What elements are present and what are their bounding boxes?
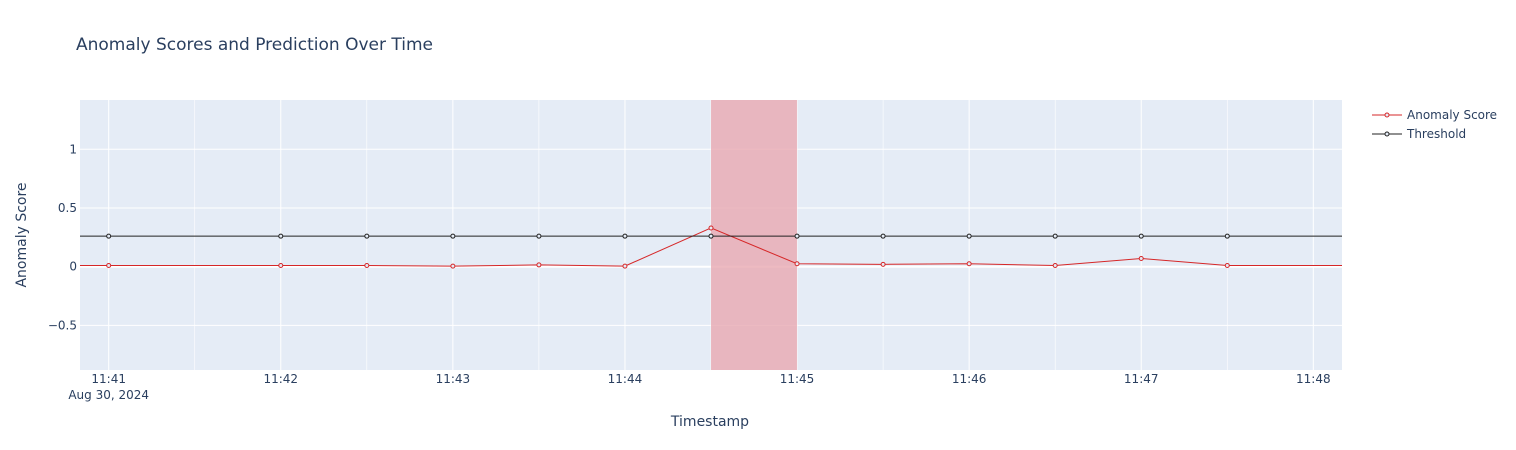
x-tick-label: 11:42	[263, 372, 298, 386]
anomaly-score-point[interactable]	[622, 263, 628, 269]
anomaly-score-point[interactable]	[794, 261, 800, 267]
y-tick-label: −0.5	[48, 318, 77, 332]
threshold-point[interactable]	[1224, 233, 1230, 239]
threshold-point[interactable]	[794, 233, 800, 239]
threshold-point[interactable]	[364, 233, 370, 239]
threshold-point[interactable]	[450, 233, 456, 239]
threshold-point[interactable]	[278, 233, 284, 239]
anomaly-score-point[interactable]	[880, 261, 886, 267]
anomaly-score-point[interactable]	[106, 263, 112, 269]
anomaly-score-point[interactable]	[1138, 255, 1144, 261]
y-tick-label: 1	[69, 142, 77, 156]
anomaly-score-point[interactable]	[536, 262, 542, 268]
x-axis-title: Timestamp	[670, 414, 749, 430]
anomaly-highlight-region	[711, 100, 798, 370]
threshold-point[interactable]	[708, 233, 714, 239]
y-axis-title: Anomaly Score	[14, 182, 30, 287]
x-tick-label: 11:44	[608, 372, 643, 386]
x-tick-label: 11:41	[91, 372, 126, 386]
legend[interactable]: Anomaly Score Threshold	[1372, 108, 1497, 141]
x-date-label: Aug 30, 2024	[68, 388, 149, 402]
x-tick-label: 11:47	[1124, 372, 1159, 386]
legend-item-anomaly-score[interactable]: Anomaly Score	[1372, 108, 1497, 122]
anomaly-score-point[interactable]	[1052, 263, 1058, 269]
anomaly-score-point[interactable]	[278, 263, 284, 269]
legend-label: Anomaly Score	[1407, 108, 1497, 122]
x-tick-label: 11:48	[1296, 372, 1331, 386]
series-layer	[79, 225, 1343, 269]
y-tick-label: 0.5	[58, 201, 77, 215]
threshold-point[interactable]	[106, 233, 112, 239]
x-tick-label: 11:45	[780, 372, 815, 386]
threshold-point[interactable]	[622, 233, 628, 239]
anomaly-score-point[interactable]	[1224, 263, 1230, 269]
threshold-point[interactable]	[880, 233, 886, 239]
legend-marker	[1384, 131, 1390, 137]
threshold-point[interactable]	[1138, 233, 1144, 239]
threshold-point[interactable]	[966, 233, 972, 239]
anomaly-score-point[interactable]	[966, 261, 972, 267]
chart-title: Anomaly Scores and Prediction Over Time	[76, 35, 433, 55]
y-axis-ticks: 1 0.5 0 −0.5	[48, 142, 77, 332]
x-axis-ticks: 11:41 11:42 11:43 11:44 11:45 11:46 11:47 11:48…	[68, 372, 1330, 402]
legend-marker	[1384, 112, 1390, 118]
anomaly-score-point[interactable]	[708, 225, 714, 231]
x-tick-label: 11:43	[436, 372, 471, 386]
x-tick-label: 11:46	[952, 372, 987, 386]
highlight-layer	[711, 100, 798, 370]
legend-item-threshold[interactable]: Threshold	[1372, 127, 1466, 141]
y-tick-label: 0	[69, 260, 77, 274]
threshold-point[interactable]	[1052, 233, 1058, 239]
legend-label: Threshold	[1406, 127, 1466, 141]
anomaly-score-point[interactable]	[450, 263, 456, 269]
threshold-point[interactable]	[536, 233, 542, 239]
anomaly-score-point[interactable]	[364, 263, 370, 269]
